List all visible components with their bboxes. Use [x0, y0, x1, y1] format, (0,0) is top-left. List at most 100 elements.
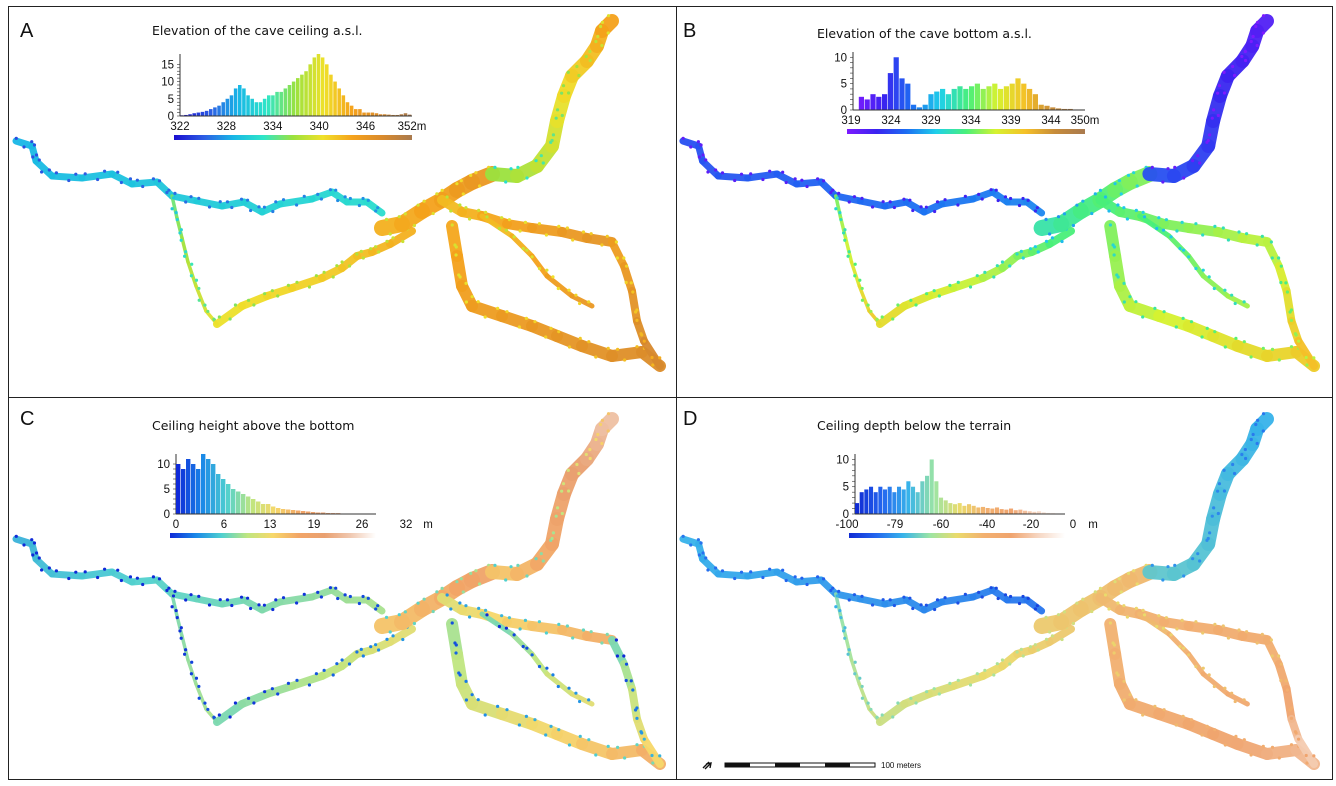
cave-edge-speck: [1098, 586, 1103, 590]
cave-passage-segment: [1166, 233, 1192, 259]
cave-edge-speck: [355, 252, 359, 256]
cave-edge-speck: [933, 209, 937, 214]
cave-edge-speck: [83, 172, 87, 176]
cave-edge-speck: [860, 594, 864, 598]
cave-passage-segment: [175, 216, 184, 240]
cave-edge-speck: [440, 188, 444, 192]
cave-edge-speck: [534, 159, 538, 163]
cave-edge-speck: [1141, 315, 1145, 319]
cave-edge-speck: [257, 603, 261, 607]
cave-edge-speck: [1103, 593, 1108, 597]
cave-passage-segment: [363, 198, 386, 217]
histogram-bar: [358, 109, 362, 116]
cave-edge-speck: [699, 541, 703, 545]
cave-edge-speck: [225, 200, 230, 204]
cave-passage-segment: [843, 236, 854, 264]
histogram-y-tick: 10: [834, 52, 847, 64]
cave-edge-speck: [633, 310, 638, 314]
cave-edge-speck: [47, 566, 51, 570]
cave-edge-speck: [594, 437, 598, 442]
cave-edge-speck: [197, 196, 201, 200]
histogram-bar: [1046, 512, 1051, 514]
cave-edge-speck: [1198, 559, 1202, 563]
cave-edge-speck: [589, 630, 593, 634]
histogram-bar: [1023, 510, 1028, 514]
cave-edge-speck: [483, 608, 488, 612]
cave-passage-segment: [582, 631, 617, 645]
cave-edge-speck: [551, 275, 555, 279]
cave-edge-speck: [1048, 630, 1052, 634]
histogram-bar: [940, 88, 946, 110]
cave-edge-speck: [587, 340, 591, 344]
cave-edge-speck: [233, 701, 238, 705]
histogram-bar: [246, 496, 251, 514]
cave-edge-speck: [397, 215, 401, 219]
cave-edge-speck: [67, 576, 71, 581]
cave-edge-speck: [83, 570, 87, 574]
cave-edge-speck: [600, 418, 605, 422]
cave-passage-segment: [168, 192, 201, 205]
cave-edge-speck: [1223, 743, 1227, 747]
histogram-x-tick: 19: [308, 519, 321, 531]
cave-passage-segment: [857, 682, 871, 711]
cave-edge-speck: [658, 754, 662, 758]
cave-edge-speck: [983, 668, 987, 672]
cave-edge-speck: [157, 577, 162, 581]
cave-edge-speck: [600, 20, 605, 24]
cave-edge-speck: [524, 714, 529, 718]
cave-edge-speck: [1213, 728, 1217, 732]
cave-edge-speck: [1255, 243, 1259, 247]
histogram-bar: [301, 511, 306, 514]
cave-edge-speck: [1180, 220, 1184, 224]
cave-passage-segment: [1237, 233, 1272, 247]
cave-edge-speck: [1242, 738, 1246, 742]
cave-edge-speck: [184, 598, 188, 602]
histogram-x-tick: 329: [921, 115, 940, 127]
cave-edge-speck: [1226, 238, 1231, 242]
cave-passage-segment: [744, 170, 781, 182]
cave-edge-speck: [834, 207, 838, 211]
histogram-bar: [233, 88, 238, 116]
cave-edge-speck: [948, 283, 952, 287]
histogram-bar: [337, 88, 341, 116]
cave-edge-speck: [1132, 569, 1136, 573]
cave-edge-speck: [598, 24, 603, 29]
cave-edge-speck: [838, 608, 842, 613]
histogram-bar: [980, 88, 986, 110]
cave-edge-speck: [1150, 165, 1154, 169]
cave-edge-speck: [622, 654, 626, 658]
cave-edge-speck: [391, 236, 395, 240]
cave-passage-segment: [180, 634, 190, 662]
cave-edge-speck: [457, 273, 461, 277]
cave-edge-speck: [1112, 253, 1116, 257]
cave-passage-segment: [479, 213, 515, 239]
histogram-x-tick: 339: [1001, 115, 1020, 127]
cave-edge-speck: [170, 605, 174, 609]
cave-edge-speck: [361, 196, 365, 201]
cave-edge-speck: [545, 268, 549, 272]
cave-edge-speck: [34, 153, 39, 157]
histogram-bar: [281, 509, 286, 514]
cave-edge-speck: [761, 177, 765, 182]
cave-passage-segment: [628, 685, 641, 723]
cave-edge-speck: [768, 169, 772, 173]
histogram-bar: [286, 509, 291, 514]
cave-edge-speck: [1028, 247, 1033, 251]
cave-edge-speck: [40, 568, 44, 572]
cave-edge-speck: [1207, 673, 1211, 677]
cave-edge-speck: [943, 596, 947, 600]
cave-edge-speck: [348, 196, 352, 201]
cave-edge-speck: [74, 172, 78, 176]
histogram-x-tick: 26: [356, 519, 369, 531]
histogram-y-tick: 0: [841, 105, 847, 117]
cave-edge-speck: [263, 690, 267, 694]
cave-edge-speck: [1126, 571, 1131, 575]
cave-edge-speck: [1279, 662, 1283, 666]
cave-edge-speck: [983, 270, 987, 274]
cave-edge-speck: [496, 704, 500, 708]
histogram-x-tick: 352m: [398, 121, 427, 133]
cave-edge-speck: [1164, 218, 1168, 222]
cave-edge-speck: [980, 595, 984, 599]
histogram-y-tick: 5: [168, 94, 174, 106]
cave-edge-speck: [509, 565, 513, 569]
